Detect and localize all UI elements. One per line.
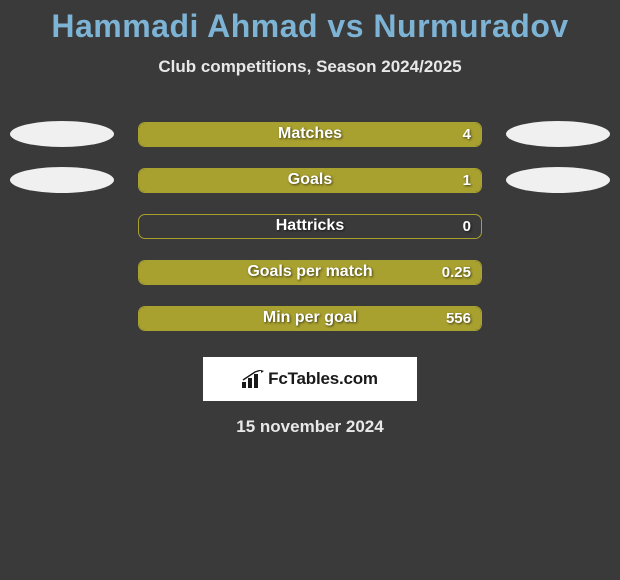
brand-name: FcTables.com — [268, 369, 378, 389]
stats-comparison-card: Hammadi Ahmad vs Nurmuradov Club competi… — [0, 0, 620, 437]
player-right-marker — [506, 121, 610, 147]
brand-badge[interactable]: FcTables.com — [203, 357, 417, 401]
stat-bar: Min per goal556 — [138, 306, 482, 331]
stat-row: Goals1 — [0, 157, 620, 203]
stat-bar: Hattricks0 — [138, 214, 482, 239]
stat-bar-fill — [139, 261, 481, 284]
stat-row: Min per goal556 — [0, 295, 620, 341]
snapshot-date: 15 november 2024 — [0, 417, 620, 437]
stat-bar: Matches4 — [138, 122, 482, 147]
stat-bar-fill — [139, 307, 481, 330]
player-right-marker — [506, 167, 610, 193]
stat-row: Matches4 — [0, 111, 620, 157]
stat-row: Hattricks0 — [0, 203, 620, 249]
stat-value: 0 — [463, 215, 471, 238]
stat-bar: Goals1 — [138, 168, 482, 193]
player-left-marker — [10, 121, 114, 147]
season-subtitle: Club competitions, Season 2024/2025 — [0, 57, 620, 77]
stat-bar: Goals per match0.25 — [138, 260, 482, 285]
bar-chart-icon — [242, 370, 264, 388]
stats-rows: Matches4 Goals1 Hattricks0 Goals per match0… — [0, 111, 620, 341]
stat-bar-fill — [139, 169, 481, 192]
page-title: Hammadi Ahmad vs Nurmuradov — [0, 8, 620, 45]
stat-row: Goals per match0.25 — [0, 249, 620, 295]
stat-label: Hattricks — [139, 215, 481, 238]
player-left-marker — [10, 167, 114, 193]
stat-bar-fill — [139, 123, 481, 146]
